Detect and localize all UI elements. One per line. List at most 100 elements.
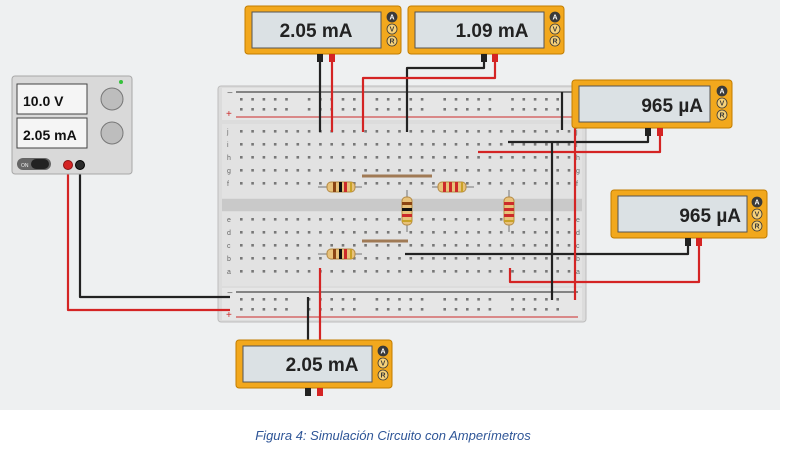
meter-mode-r-button[interactable] [549, 35, 561, 47]
row-letter-left: e [227, 217, 231, 224]
row-letter-right: i [576, 142, 578, 149]
meter-mode-label: V [720, 101, 725, 108]
rail-plus-bottom: + [226, 310, 232, 321]
meter-mode-label: R [552, 39, 557, 46]
multimeter-right-lower[interactable]: 965 µA AVR [610, 189, 768, 246]
probe-red-icon [329, 54, 335, 62]
probe-red-icon [657, 128, 663, 136]
meter-mode-label: A [719, 89, 724, 96]
rail-plus-top: + [226, 109, 232, 120]
meter-mode-r-button[interactable] [386, 35, 398, 47]
multimeter-top-right[interactable]: 1.09 mA AVR [407, 5, 565, 62]
wire-ps-negative [78, 170, 230, 299]
components [318, 174, 515, 260]
circuit-diagram: − + − + j ji ih hg gf fe ed dc cb ba a [11, 5, 768, 396]
row-letter-right: j [575, 129, 578, 136]
meter-mode-label: V [553, 27, 558, 34]
resistor-3[interactable] [401, 190, 413, 232]
wire-right-upper-red [478, 136, 662, 154]
meter-mode-a-button[interactable] [751, 196, 763, 208]
wire-right-lower-red [508, 246, 701, 284]
probe-black-icon [685, 238, 691, 246]
meter-mode-v-button[interactable] [377, 357, 389, 369]
meter-mode-r-button[interactable] [716, 109, 728, 121]
meter-mode-label: A [389, 15, 394, 22]
row-letter-right: d [576, 230, 580, 237]
probe-black-icon [645, 128, 651, 136]
meter-bottom-reading: 2.05 mA [286, 355, 359, 376]
wire-top-right-red [361, 62, 497, 132]
row-letter-right: c [576, 243, 580, 250]
row-letter-left: h [227, 155, 231, 162]
meter-mode-v-button[interactable] [716, 97, 728, 109]
resistor-1[interactable] [318, 181, 362, 193]
meter-right-lower-reading: 965 µA [679, 206, 741, 227]
figure-caption: Figura 4: Simulación Circuito con Amperí… [255, 428, 531, 443]
row-letter-right: a [576, 269, 580, 276]
wire-top-right-black [405, 62, 486, 132]
meter-mode-v-button[interactable] [549, 23, 561, 35]
row-letter-left: c [227, 243, 231, 250]
meter-mode-label: R [719, 113, 724, 120]
resistor-2[interactable] [432, 181, 474, 193]
meter-mode-label: A [380, 349, 385, 356]
meter-top-right-reading: 1.09 mA [456, 21, 529, 42]
probe-black-icon [305, 388, 311, 396]
multimeter-top-left[interactable]: 2.05 mA AVR [244, 5, 402, 62]
row-letter-left: i [227, 142, 229, 149]
meter-mode-label: A [754, 200, 759, 207]
row-letter-left: j [226, 129, 229, 136]
row-letter-right: g [576, 168, 580, 175]
row-letter-left: a [227, 269, 231, 276]
meter-mode-label: A [552, 15, 557, 22]
probe-red-icon [696, 238, 702, 246]
ps-terminal-positive-icon[interactable] [63, 160, 73, 170]
resistor-5[interactable] [318, 248, 362, 260]
row-letter-right: b [576, 256, 580, 263]
resistor-4[interactable] [503, 190, 515, 232]
meter-mode-a-button[interactable] [549, 11, 561, 23]
meter-mode-label: V [381, 361, 386, 368]
wire-right-upper-black [508, 136, 650, 144]
ps-current-readout: 2.05 mA [23, 127, 77, 143]
power-supply[interactable]: 10.0 V 2.05 mA ON [11, 75, 133, 175]
current-knob-icon [100, 121, 124, 145]
wire-right-lower-black [405, 246, 690, 256]
meter-right-upper-reading: 965 µA [641, 96, 703, 117]
probe-red-icon [317, 388, 323, 396]
row-letter-left: g [227, 168, 231, 175]
probe-black-icon [317, 54, 323, 62]
status-led-icon [119, 80, 123, 84]
meter-mode-v-button[interactable] [386, 23, 398, 35]
wires [66, 62, 701, 386]
ps-terminal-negative-icon[interactable] [75, 160, 85, 170]
rail-minus-bottom: − [227, 288, 233, 299]
row-letters: j ji ih hg gf fe ed dc cb ba a [226, 129, 580, 276]
meter-mode-a-button[interactable] [386, 11, 398, 23]
voltage-knob-icon [100, 87, 124, 111]
meter-mode-a-button[interactable] [716, 85, 728, 97]
meter-mode-label: R [754, 224, 759, 231]
row-letter-left: f [227, 181, 229, 188]
multimeter-bottom[interactable]: 2.05 mA AVR [235, 339, 393, 396]
ps-voltage-readout: 10.0 V [23, 93, 64, 109]
row-letter-left: d [227, 230, 231, 237]
meter-mode-a-button[interactable] [377, 345, 389, 357]
meter-mode-v-button[interactable] [751, 208, 763, 220]
meter-mode-label: V [390, 27, 395, 34]
meter-mode-r-button[interactable] [751, 220, 763, 232]
row-letter-left: b [227, 256, 231, 263]
meter-mode-r-button[interactable] [377, 369, 389, 381]
probe-black-icon [481, 54, 487, 62]
wire-ps-positive [66, 170, 230, 312]
power-switch-label: ON [21, 163, 29, 169]
probe-red-icon [492, 54, 498, 62]
meter-mode-label: R [380, 373, 385, 380]
row-letter-right: e [576, 217, 580, 224]
row-letter-right: h [576, 155, 580, 162]
row-letter-right: f [576, 181, 578, 188]
meter-mode-label: R [389, 39, 394, 46]
multimeter-right-upper[interactable]: 965 µA AVR [571, 79, 733, 136]
meter-top-left-reading: 2.05 mA [280, 21, 353, 42]
